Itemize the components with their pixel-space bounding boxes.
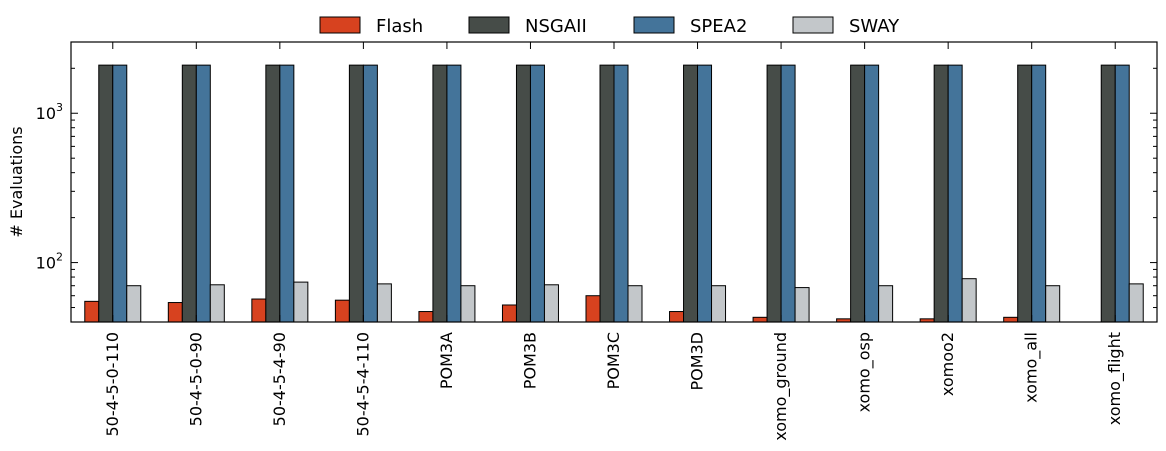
x-tick-label: POM3D <box>688 332 707 391</box>
bar-sway-50-4-5-0-90 <box>209 284 225 323</box>
bar-flash-POM3B <box>501 304 517 323</box>
bar-spea2-50-4-5-0-90 <box>195 64 211 323</box>
bar-sway-xomo_osp <box>878 285 894 323</box>
legend-swatch-sway <box>792 16 834 34</box>
bar-sway-POM3A <box>460 285 476 323</box>
bar-nsgaii-POM3C <box>599 64 615 323</box>
y-axis: 102 103 <box>36 41 1157 323</box>
x-tick-label: POM3A <box>437 332 456 389</box>
legend-label-nsgaii: NSGAII <box>525 16 587 37</box>
bar-flash-xomo_all <box>1003 316 1019 323</box>
bar-spea2-50-4-5-4-90 <box>279 64 295 323</box>
bar-spea2-xomo_flight <box>1114 64 1130 323</box>
bar-nsgaii-xomoo2 <box>933 64 949 323</box>
bar-spea2-xomoo2 <box>947 64 963 323</box>
legend-swatch-nsgaii <box>468 16 510 34</box>
bar-spea2-xomo_ground <box>780 64 796 323</box>
bar-spea2-POM3A <box>446 64 462 323</box>
legend: Flash NSGAII SPEA2 SWAY <box>319 16 900 37</box>
bar-spea2-POM3C <box>613 64 629 323</box>
bar-flash-50-4-5-0-110 <box>84 300 100 323</box>
x-tick-label: 50-4-5-4-110 <box>353 332 372 437</box>
bar-flash-POM3A <box>418 311 434 323</box>
bar-flash-xomo_ground <box>752 316 768 323</box>
bar-sway-POM3C <box>627 285 643 323</box>
bar-nsgaii-xomo_flight <box>1100 64 1116 323</box>
bar-sway-50-4-5-0-110 <box>126 285 142 323</box>
bar-nsgaii-50-4-5-4-110 <box>348 64 364 323</box>
bar-nsgaii-POM3A <box>432 64 448 323</box>
bar-flash-50-4-5-4-90 <box>251 298 267 323</box>
bar-spea2-xomo_osp <box>864 64 880 323</box>
x-tick-label: xomo_flight <box>1105 332 1125 425</box>
legend-swatch-flash <box>319 16 361 34</box>
x-tick-label: xomo_ground <box>771 332 791 441</box>
x-tick-label: POM3B <box>520 332 539 389</box>
x-tick-label: 50-4-5-0-110 <box>103 332 122 437</box>
bar-sway-50-4-5-4-110 <box>376 283 392 323</box>
bar-sway-xomo_ground <box>794 287 810 323</box>
bar-spea2-50-4-5-4-110 <box>362 64 378 323</box>
legend-swatch-spea2 <box>633 16 675 34</box>
bar-sway-POM3D <box>711 285 727 323</box>
x-tick-label: xomo_all <box>1022 332 1042 403</box>
bar-spea2-POM3B <box>529 64 545 323</box>
bar-sway-POM3B <box>543 284 559 323</box>
legend-label-spea2: SPEA2 <box>690 16 747 37</box>
bar-nsgaii-xomo_osp <box>850 64 866 323</box>
bar-sway-xomoo2 <box>961 278 977 323</box>
x-axis: 50-4-5-0-110 50-4-5-0-90 50-4-5-4-90 50-4-5… <box>103 42 1125 441</box>
bar-nsgaii-POM3D <box>683 64 699 323</box>
bar-sway-xomo_flight <box>1128 283 1144 323</box>
x-tick-label: 50-4-5-4-90 <box>270 332 289 426</box>
y-tick-label: 102 <box>36 251 63 273</box>
legend-label-flash: Flash <box>376 16 423 37</box>
bar-nsgaii-xomo_all <box>1017 64 1033 323</box>
bar-spea2-POM3D <box>697 64 713 323</box>
bar-flash-50-4-5-0-90 <box>167 302 183 323</box>
x-tick-label: xomo_osp <box>855 332 875 412</box>
y-tick-label: 103 <box>36 101 63 123</box>
x-tick-label: xomoo2 <box>938 332 957 396</box>
x-tick-label: POM3C <box>604 332 623 389</box>
y-axis-label: # Evaluations <box>7 126 26 237</box>
x-tick-label: 50-4-5-0-90 <box>186 332 205 426</box>
legend-label-sway: SWAY <box>849 16 900 37</box>
bar-spea2-xomo_all <box>1031 64 1047 323</box>
bar-nsgaii-xomo_ground <box>766 64 782 323</box>
bar-flash-50-4-5-4-110 <box>334 299 350 323</box>
bars <box>84 64 1144 323</box>
bar-sway-50-4-5-4-90 <box>293 281 309 323</box>
bar-nsgaii-50-4-5-0-110 <box>98 64 114 323</box>
bar-sway-xomo_all <box>1045 285 1061 323</box>
bar-flash-POM3D <box>669 311 685 323</box>
bar-flash-POM3C <box>585 295 601 323</box>
bar-nsgaii-50-4-5-4-90 <box>265 64 281 323</box>
bar-nsgaii-POM3B <box>515 64 531 323</box>
bar-nsgaii-50-4-5-0-90 <box>181 64 197 323</box>
bar-spea2-50-4-5-0-110 <box>112 64 128 323</box>
